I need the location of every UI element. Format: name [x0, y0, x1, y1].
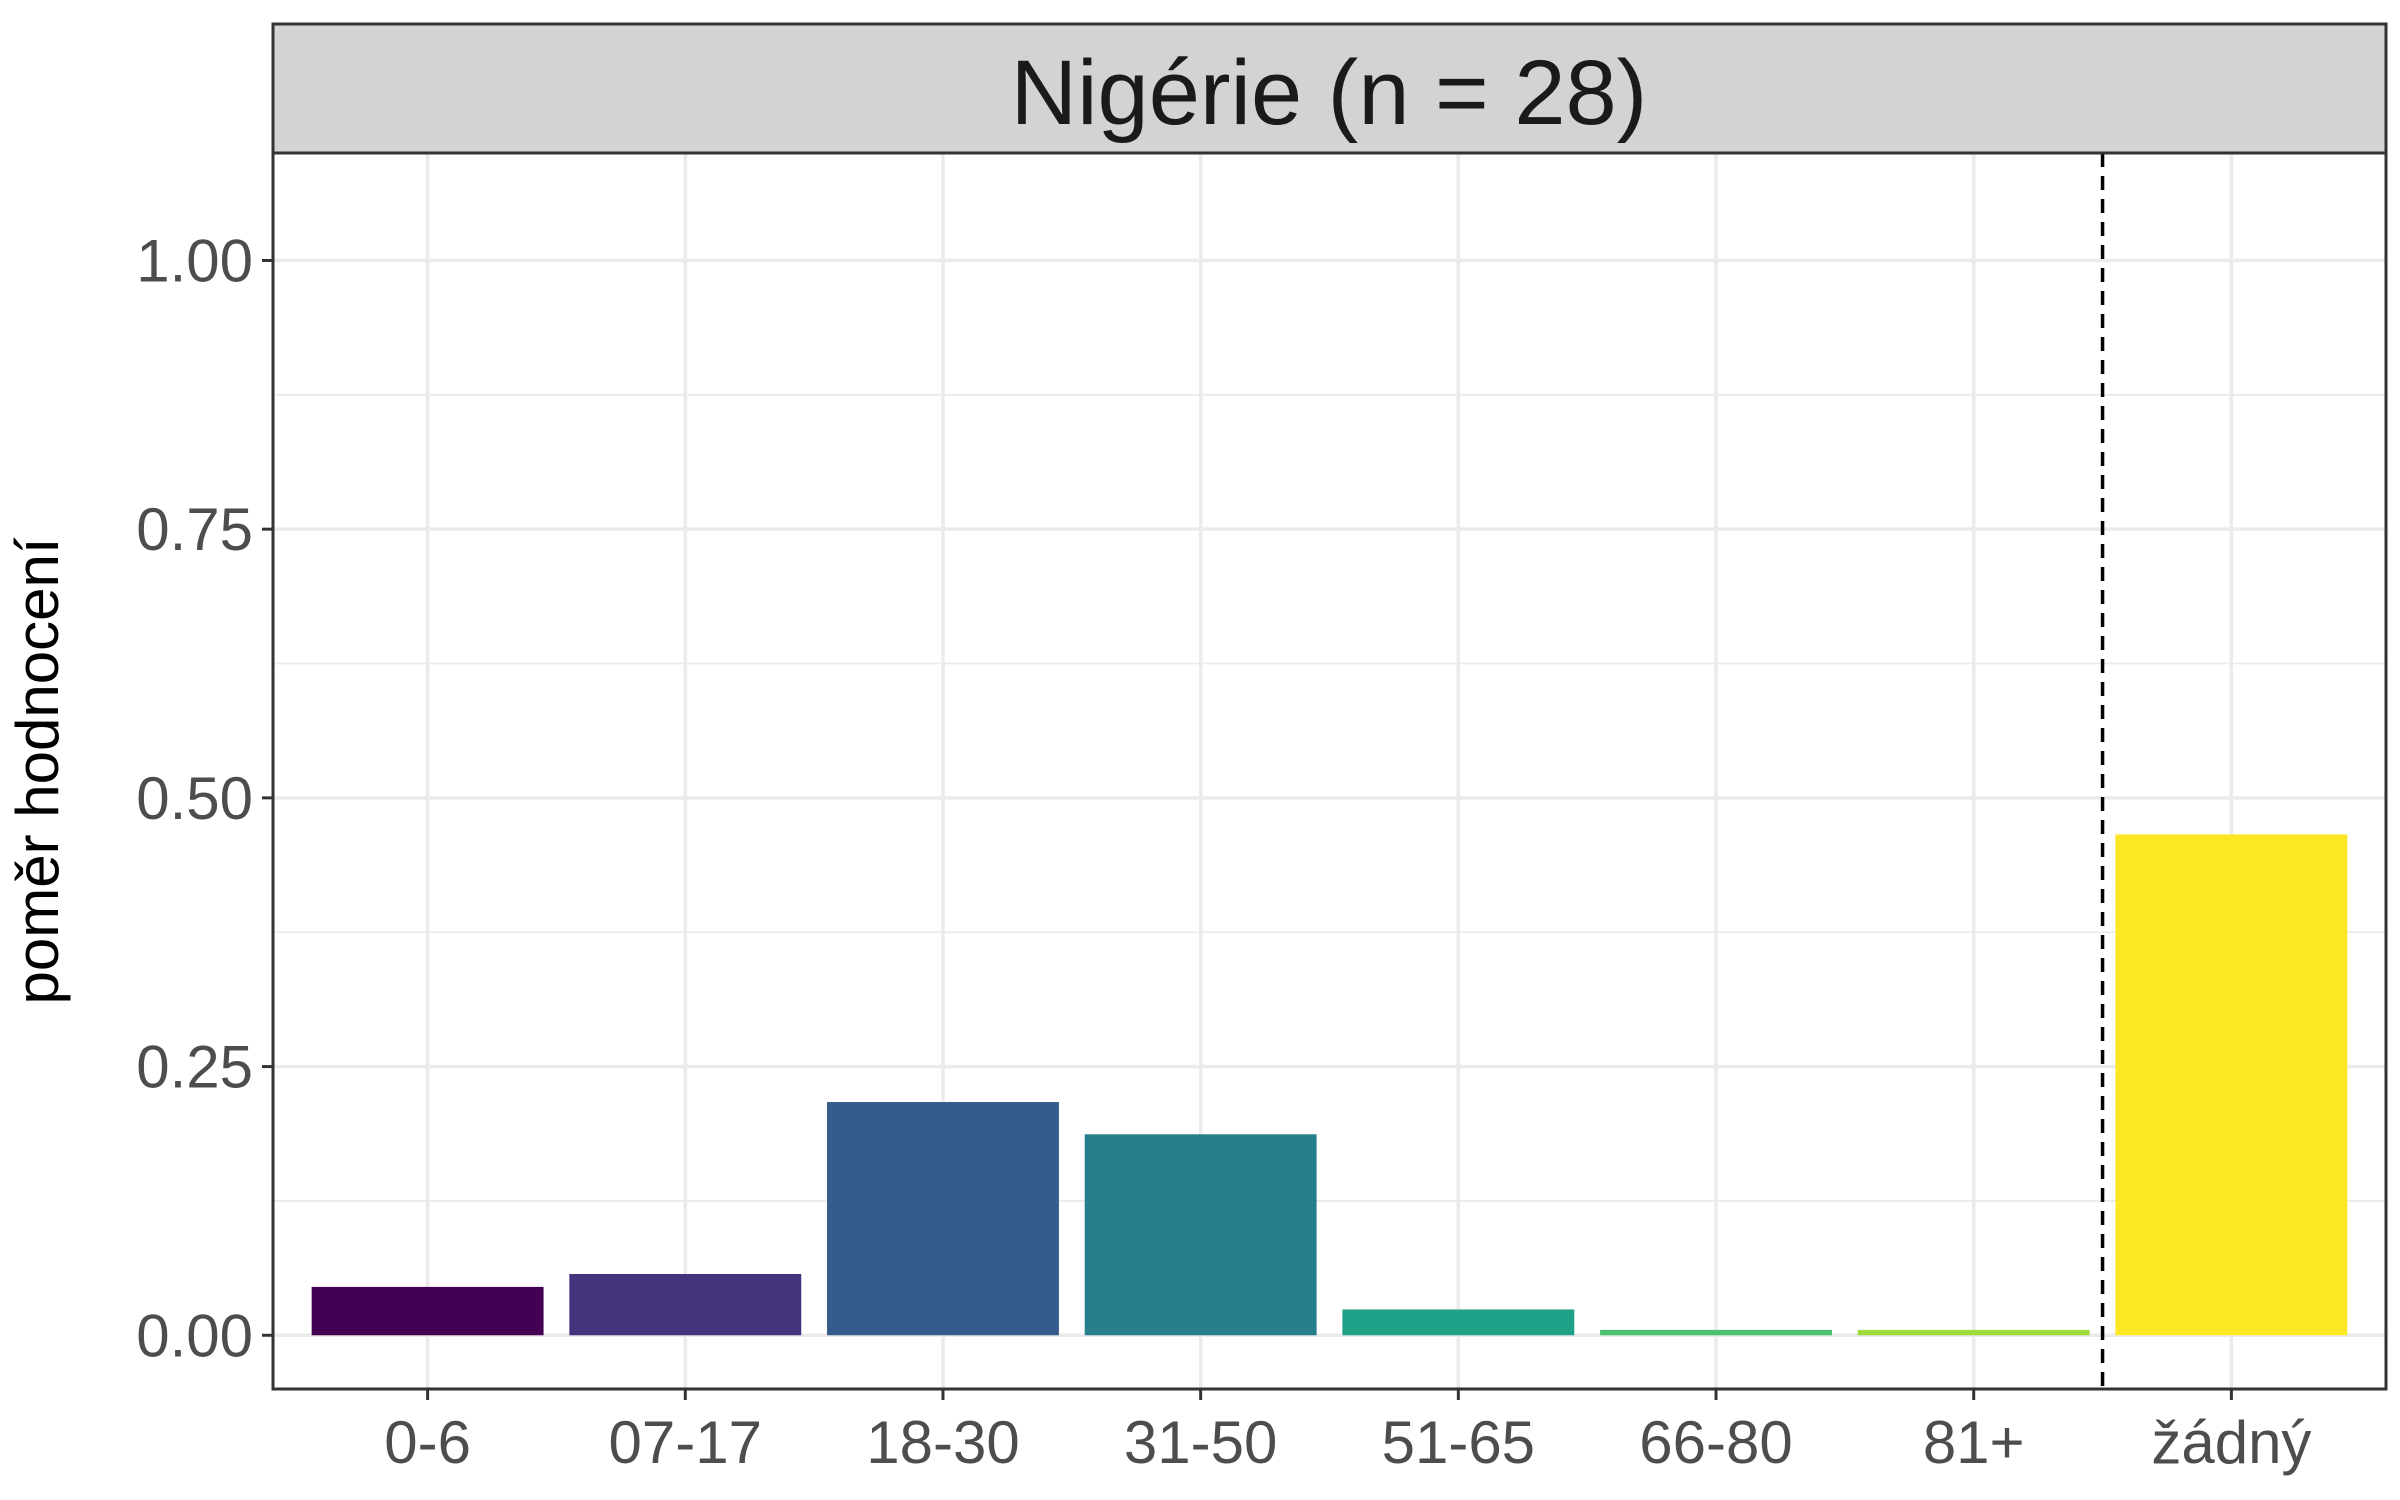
x-tick-label: 18-30: [866, 1409, 1019, 1476]
x-axis: 0-6 07-17 18-30 31-50 51-65 66-80 81+ žádný: [384, 1389, 2311, 1476]
major-gridlines: [273, 153, 2386, 1389]
bar: [1600, 1329, 1832, 1336]
x-tick-label: 0-6: [384, 1409, 471, 1476]
plot-panel-background: [273, 153, 2386, 1389]
x-tick-label: 66-80: [1639, 1409, 1792, 1476]
x-tick-label: 31-50: [1124, 1409, 1277, 1476]
bar: [1084, 1134, 1317, 1336]
bar: [1342, 1309, 1575, 1336]
bar: [1857, 1329, 2090, 1336]
bar: [2115, 834, 2348, 1336]
facet-title: Nigérie (n = 28): [1011, 42, 1648, 144]
facet-strip-background: [271, 22, 2388, 155]
x-tick-label: 07-17: [609, 1409, 762, 1476]
y-tick-label: 1.00: [136, 227, 253, 294]
y-tick-label: 0.75: [136, 496, 253, 563]
x-tick-label: žádný: [2151, 1409, 2311, 1476]
minor-gridlines: [273, 393, 2386, 1202]
y-axis-title: poměr hodnocení: [4, 537, 71, 1004]
facet-strip: Nigérie (n = 28): [271, 22, 2388, 155]
bar: [311, 1286, 544, 1336]
y-tick-label: 0.25: [136, 1034, 253, 1101]
plot-panel-border: [271, 151, 2388, 1391]
y-tick-label: 0.00: [136, 1302, 253, 1369]
x-tick-label: 81+: [1923, 1409, 2025, 1476]
x-tick-label: 51-65: [1382, 1409, 1535, 1476]
y-tick-label: 0.50: [136, 765, 253, 832]
plot-panel: [271, 151, 2388, 1391]
bar: [827, 1102, 1059, 1336]
bar: [569, 1273, 802, 1336]
bars: [311, 834, 2348, 1336]
y-axis: 0.00 0.25 0.50 0.75 1.00: [136, 227, 273, 1369]
